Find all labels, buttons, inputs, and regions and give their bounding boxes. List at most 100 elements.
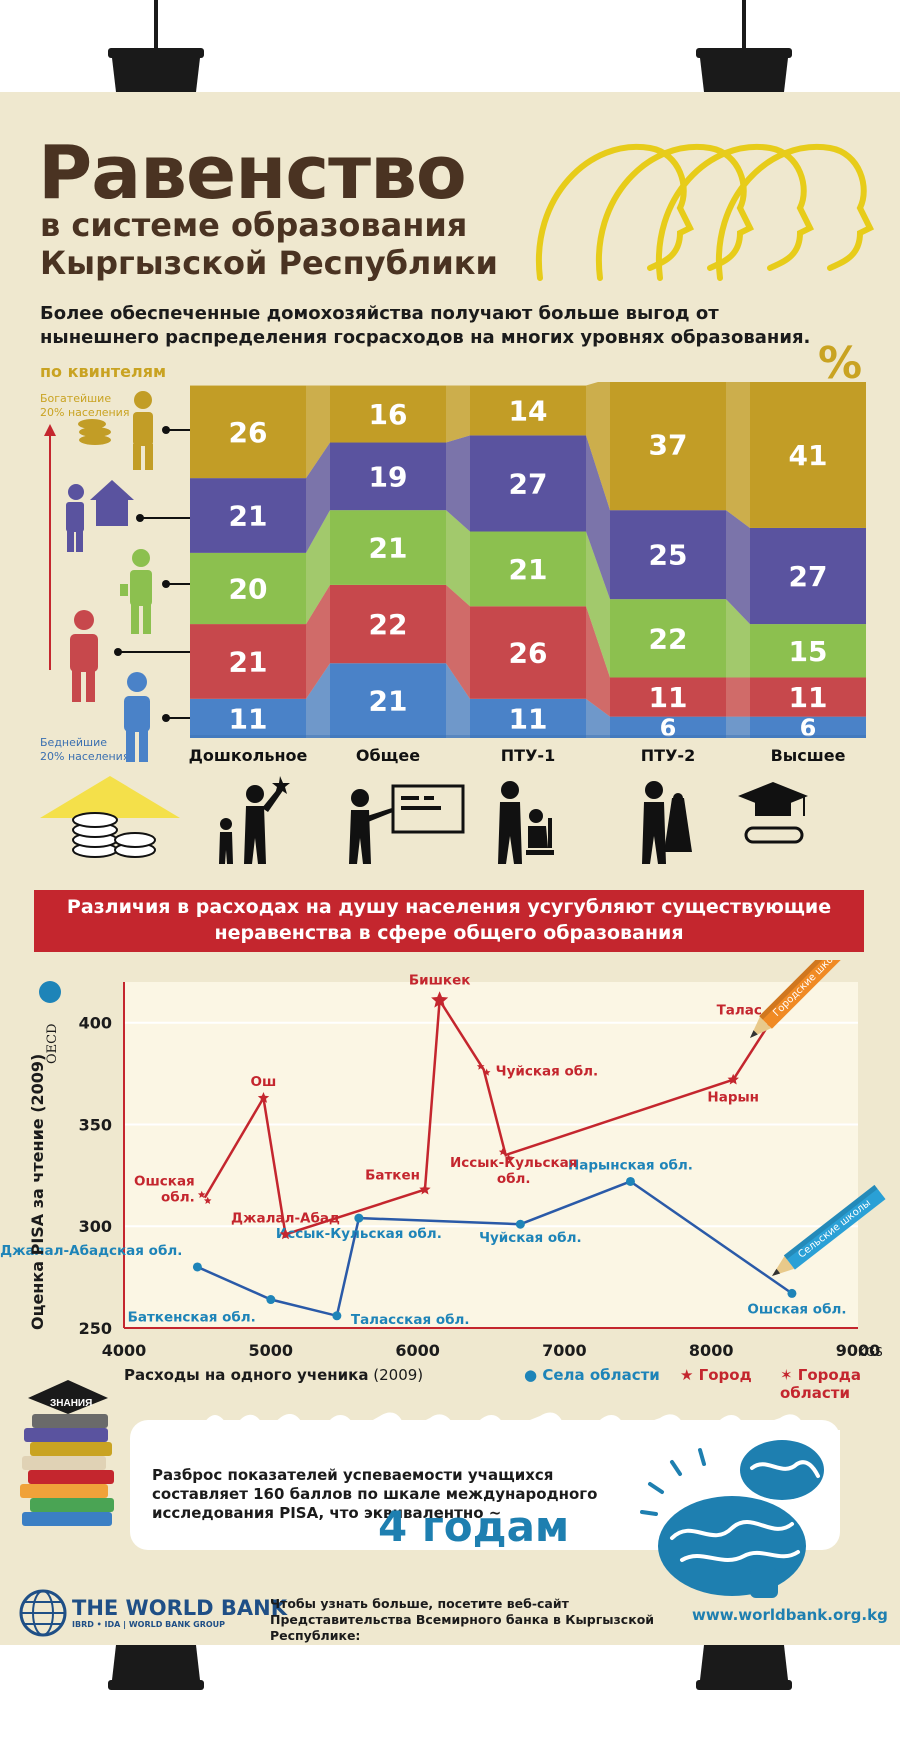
world-bank-subtitle: IBRD • IDA | WORLD BANK GROUP bbox=[72, 1620, 226, 1629]
bar-baseline bbox=[190, 735, 866, 738]
x-axis-label-text: Расходы на одного ученика bbox=[124, 1366, 369, 1384]
legend-villages: ● Села области bbox=[524, 1366, 660, 1384]
category-label: Дошкольное bbox=[188, 746, 308, 765]
poorest-label: Беднейшие 20% населения bbox=[40, 736, 130, 763]
point-label: Нарын bbox=[707, 1090, 759, 1106]
point-label: Джалал-Абад bbox=[231, 1210, 340, 1226]
x-tick-label: 4000 bbox=[102, 1341, 147, 1360]
teacher-board-icon bbox=[349, 784, 465, 864]
bar-value-label: 41 bbox=[789, 439, 828, 472]
bar-value-label: 21 bbox=[229, 500, 268, 533]
legend-city-label: Город bbox=[698, 1366, 752, 1384]
bar-segment bbox=[610, 716, 726, 738]
x-axis-label: Расходы на одного ученика (2009) bbox=[124, 1366, 423, 1384]
bar-value-label: 21 bbox=[369, 532, 408, 565]
subtitle-line2: Кыргызской Республики bbox=[40, 244, 498, 282]
section-banner bbox=[34, 890, 864, 952]
bar-value-label: 19 bbox=[369, 460, 408, 493]
legend-region-cities: ✶ Города области bbox=[780, 1366, 861, 1402]
x-tick-label: 8000 bbox=[689, 1341, 734, 1360]
point-label: Ош bbox=[251, 1074, 277, 1090]
footer-url[interactable]: www.worldbank.org.kg bbox=[692, 1606, 888, 1624]
intro-text: Более обеспеченные домохозяйства получаю… bbox=[40, 303, 811, 348]
clip-icon bbox=[108, 0, 792, 1690]
point-label: Чуйская обл. bbox=[496, 1064, 599, 1080]
bar-connector bbox=[306, 584, 330, 699]
bar-value-label: 16 bbox=[369, 398, 408, 431]
point-region-city bbox=[203, 1196, 212, 1204]
bar-segment bbox=[190, 624, 306, 699]
bar-segment bbox=[610, 599, 726, 678]
point-label: Бишкек bbox=[409, 972, 471, 988]
bar-connector bbox=[446, 510, 470, 607]
bar-segment bbox=[190, 552, 306, 625]
bar-segment bbox=[190, 698, 306, 738]
bar-connector bbox=[726, 510, 750, 625]
point-village bbox=[192, 1262, 202, 1272]
bar-connector bbox=[726, 599, 750, 678]
bar-connector bbox=[306, 442, 330, 553]
y-tick-label: 250 bbox=[79, 1319, 112, 1338]
bar-value-label: 20 bbox=[229, 573, 268, 606]
bar-segment bbox=[610, 677, 726, 717]
middle-person-icon bbox=[70, 610, 98, 702]
point-village bbox=[266, 1295, 276, 1305]
bar-connector bbox=[446, 584, 470, 699]
point-city bbox=[727, 1073, 739, 1085]
bar-connector bbox=[586, 382, 610, 511]
point-region-city bbox=[197, 1190, 206, 1198]
heads-icon bbox=[535, 143, 875, 281]
point-label: обл. bbox=[161, 1190, 195, 1206]
bar-segment bbox=[330, 584, 446, 664]
legend-city: ★ Город bbox=[680, 1366, 752, 1384]
bar-connector bbox=[446, 663, 470, 738]
quintile-bar-chart: 1121202126212221191611262127146112225376… bbox=[190, 382, 866, 738]
pisa-years: 4 годам bbox=[378, 1502, 570, 1551]
brain-icon bbox=[640, 1440, 824, 1598]
point-region-city bbox=[482, 1068, 491, 1076]
bar-value-label: 27 bbox=[789, 560, 828, 593]
education-icons bbox=[40, 776, 808, 864]
vocational-1-icon bbox=[498, 781, 554, 864]
y-axis-label: Оценка PISA за чтение (2009) bbox=[28, 1053, 47, 1330]
bar-segment bbox=[750, 527, 866, 625]
bar-value-label: 11 bbox=[649, 681, 688, 714]
world-bank-name: THE WORLD BANK bbox=[72, 1596, 287, 1620]
point-label: Нарынская обл. bbox=[568, 1157, 693, 1173]
bar-connector bbox=[586, 698, 610, 738]
vocational-2-icon bbox=[642, 781, 692, 864]
books-label: ЗНАНИЯ bbox=[50, 1398, 92, 1409]
bar-segment bbox=[190, 478, 306, 553]
bar-value-label: 27 bbox=[509, 468, 548, 501]
coins-icon bbox=[40, 776, 180, 858]
bar-segment bbox=[330, 442, 446, 511]
bar-value-label: 6 bbox=[660, 714, 677, 738]
bar-value-label: 11 bbox=[509, 703, 548, 736]
banner-line2: неравенства в сфере общего образования bbox=[214, 922, 684, 944]
page-subtitle: в системе образования Кыргызской Республ… bbox=[40, 206, 498, 282]
bar-segment bbox=[750, 624, 866, 678]
point-label: Джалал-Абадская обл. bbox=[0, 1243, 182, 1259]
point-city bbox=[419, 1183, 431, 1195]
subtitle-line1: в системе образования bbox=[40, 206, 468, 244]
footer-text: Чтобы узнать больше, посетите веб-сайт П… bbox=[270, 1596, 655, 1643]
bar-connector bbox=[306, 663, 330, 738]
category-label: ПТУ-2 bbox=[640, 746, 696, 765]
oecd-label: OECD bbox=[45, 1023, 60, 1064]
preschool-icon bbox=[219, 776, 290, 864]
bar-value-label: 37 bbox=[649, 428, 688, 461]
poor-person-icon bbox=[124, 672, 150, 762]
bar-segment bbox=[750, 716, 866, 738]
bar-value-label: 26 bbox=[229, 416, 268, 449]
point-label: Иссык-Кульская обл. bbox=[276, 1226, 442, 1242]
bar-connector bbox=[726, 716, 750, 738]
quintile-people bbox=[44, 391, 200, 762]
quintile-label: по квинтелям bbox=[40, 362, 167, 381]
bar-value-label: 26 bbox=[509, 637, 548, 670]
bar-value-label: 21 bbox=[229, 646, 268, 679]
bar-connector bbox=[306, 385, 330, 479]
bar-segment bbox=[330, 663, 446, 738]
bar-value-label: 21 bbox=[509, 553, 548, 586]
point-city bbox=[431, 991, 449, 1008]
bar-connector bbox=[446, 435, 470, 532]
